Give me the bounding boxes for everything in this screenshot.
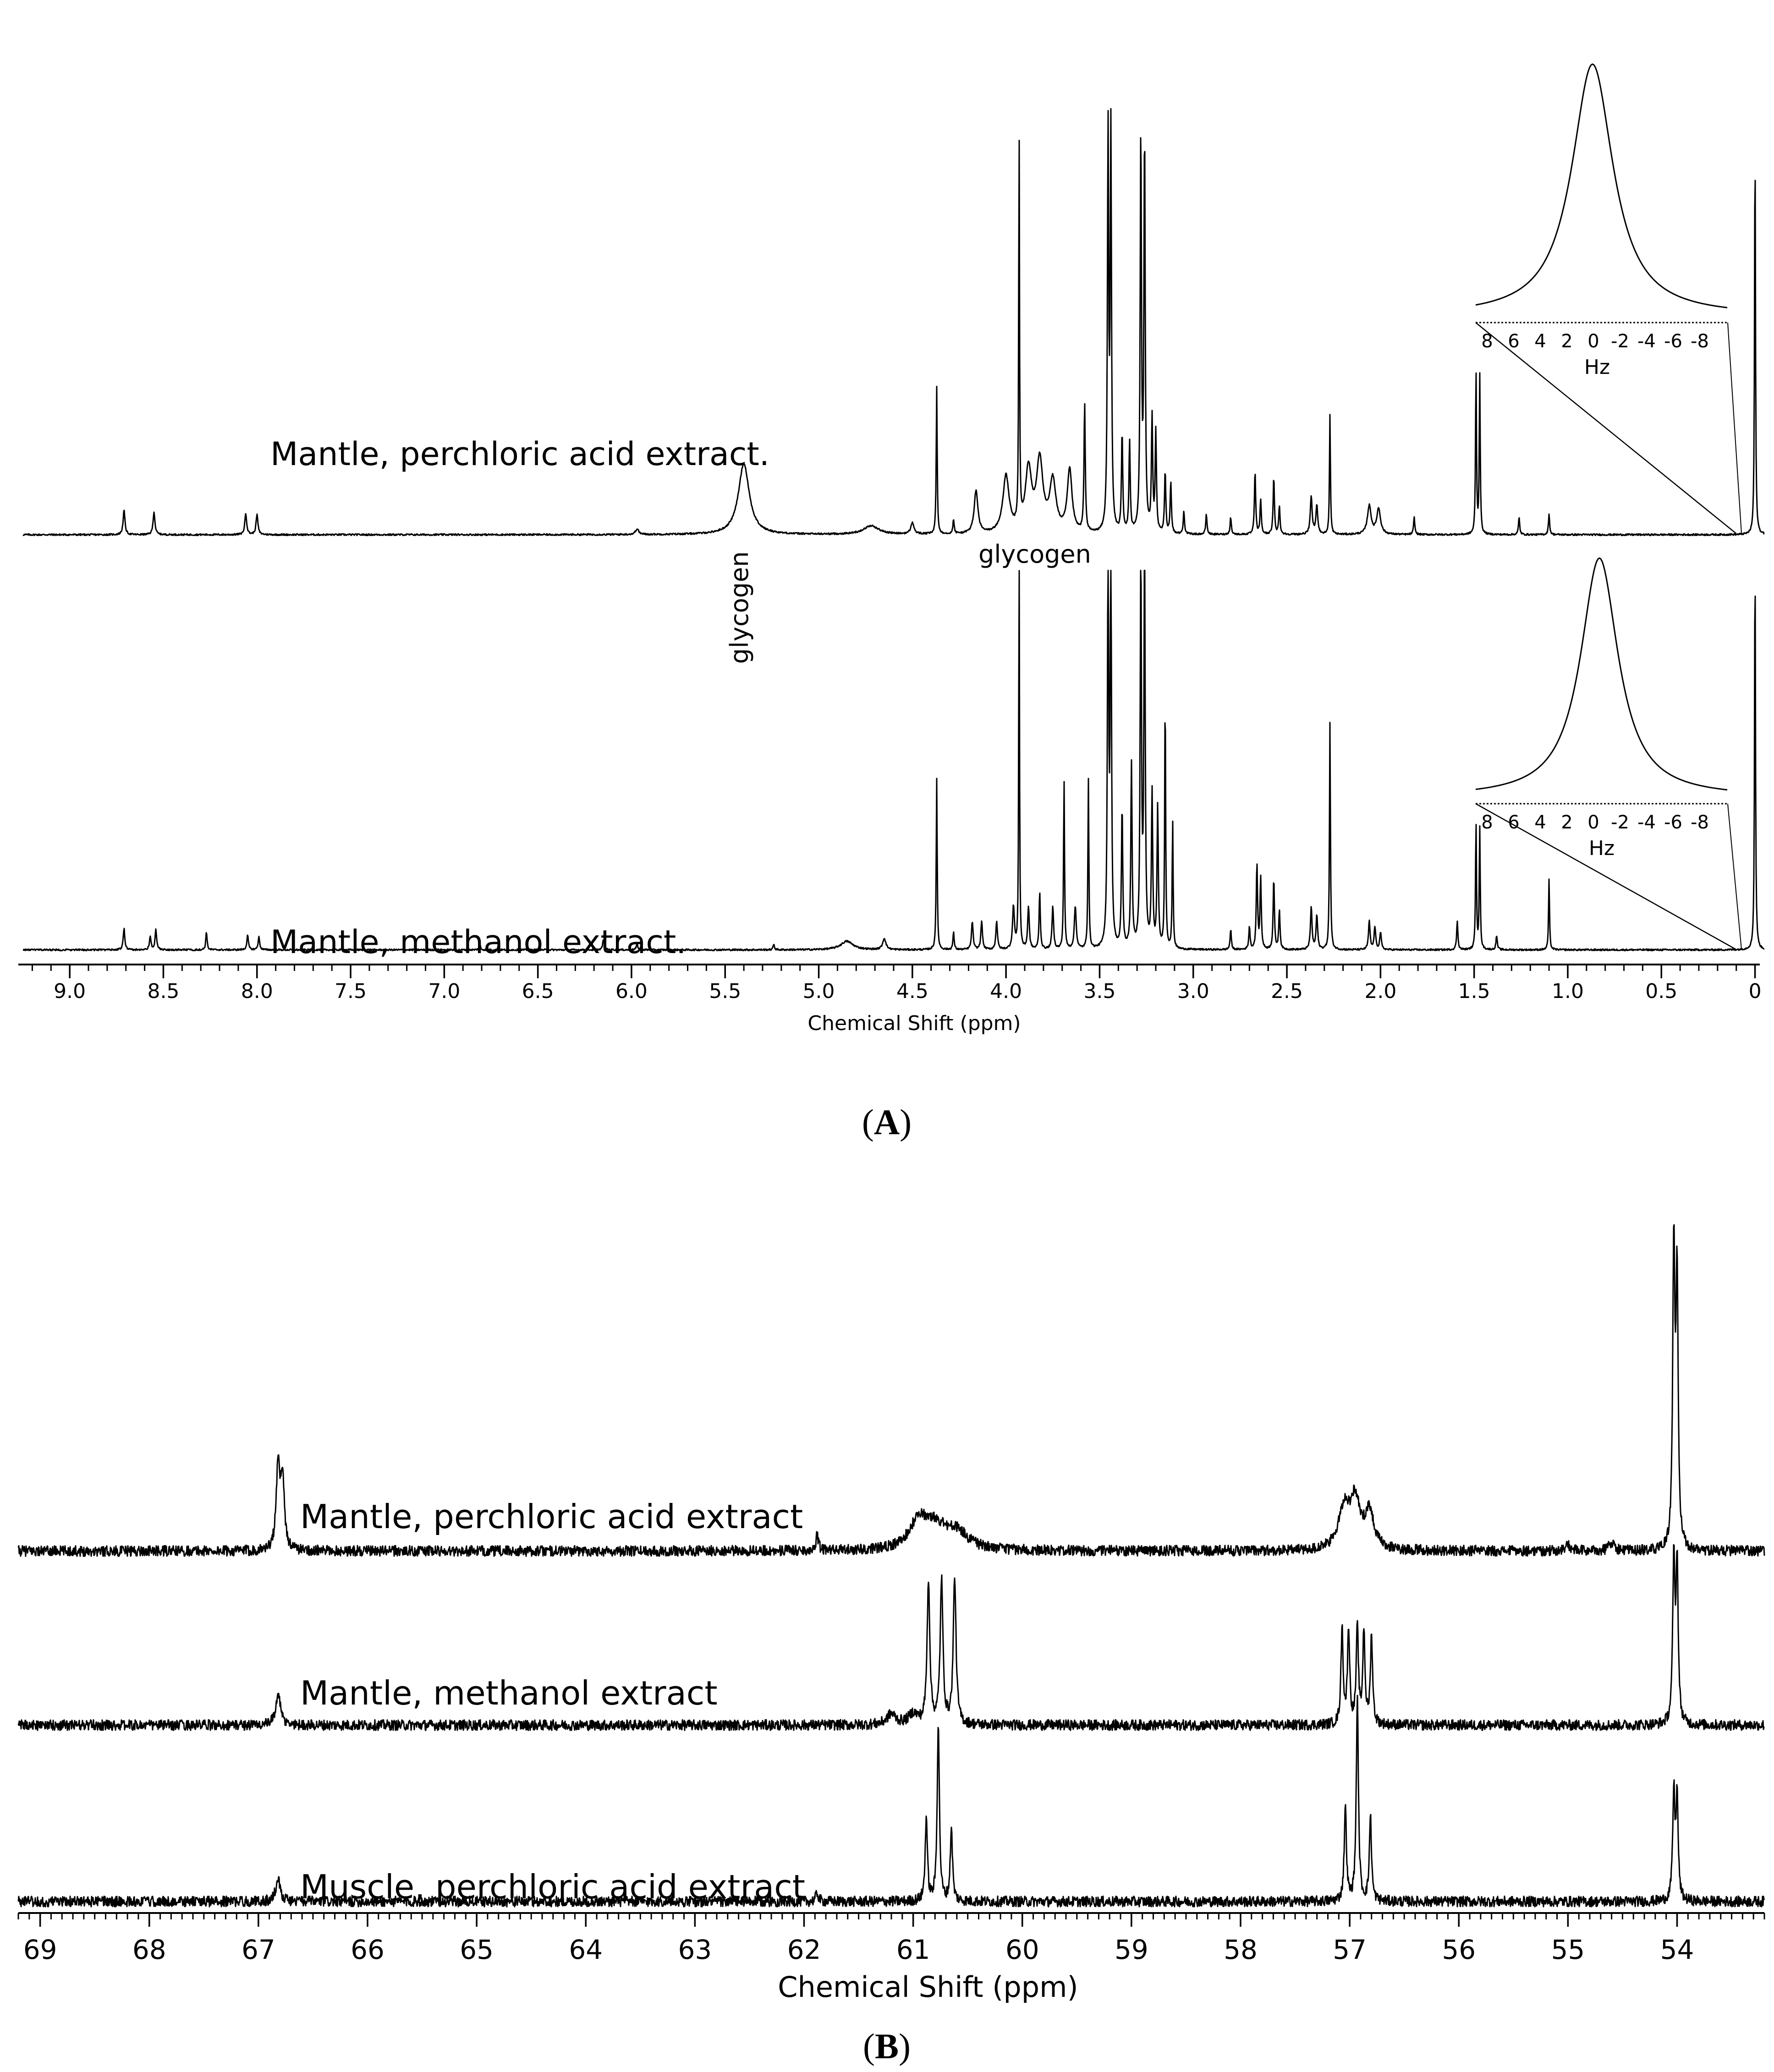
a-tick-label: 9.0	[54, 980, 86, 1003]
a-tick-label: 3.5	[1083, 980, 1115, 1003]
inset-tick-label: -2	[1611, 331, 1629, 352]
x-axis-title-a: Chemical Shift (ppm)	[807, 1012, 1021, 1035]
inset-perchloric: 8 6 4 2 0 -2 -4 -6 -8 Hz	[1475, 63, 1742, 534]
a-tick-label: 8.5	[147, 980, 179, 1003]
a-tick-label: 5.0	[803, 980, 835, 1003]
panel-a-traces	[22, 108, 1765, 952]
a-tick-label: 1.5	[1458, 980, 1490, 1003]
b-tick-label: 68	[132, 1934, 166, 1965]
trace-a-1	[22, 570, 1765, 952]
a-tick-label: 3.0	[1177, 980, 1209, 1003]
a-tick-label: 1.0	[1552, 980, 1584, 1003]
zoom-line-left-perchloric	[1475, 322, 1736, 534]
trace-a-0	[22, 108, 1765, 537]
inset-tick-label: 2	[1561, 812, 1572, 833]
trace-b-2	[17, 1694, 1765, 1908]
x-ticks-b: 69 68 67 66 65 64 63 62 61 60 59 58 57 56 55 54	[17, 1913, 1765, 1965]
b-tick-label: 67	[242, 1934, 275, 1965]
b-tick-label: 63	[678, 1934, 712, 1965]
inset-tick-label: -4	[1637, 812, 1656, 833]
inset-tick-label: 8	[1481, 812, 1493, 833]
panel-b-traces	[17, 1224, 1765, 1908]
series-label-b-mantle-methanol: Mantle, methanol extract	[300, 1674, 718, 1712]
inset-tick-label: 0	[1587, 812, 1599, 833]
inset-tick-label: 0	[1587, 331, 1599, 352]
panel-label-a: (A)	[862, 1102, 912, 1142]
b-tick-label: 65	[460, 1934, 494, 1965]
annotation-glycogen-horizontal: glycogen	[978, 540, 1091, 569]
panel-label-b: (B)	[863, 2026, 911, 2066]
b-tick-label: 66	[351, 1934, 384, 1965]
zoom-line-right-methanol	[1727, 803, 1742, 950]
inset-ticks-perchloric: 8 6 4 2 0 -2 -4 -6 -8	[1481, 331, 1709, 352]
inset-methanol: 8 6 4 2 0 -2 -4 -6 -8 Hz	[1475, 557, 1742, 950]
inset-xlabel-methanol: Hz	[1589, 837, 1615, 860]
b-tick-label: 57	[1333, 1934, 1367, 1965]
b-tick-label: 59	[1115, 1934, 1148, 1965]
inset-lineshape-perchloric	[1475, 63, 1728, 308]
series-label-b-muscle-perchloric: Muscle, perchloric acid extract	[300, 1868, 805, 1906]
a-tick-label: 4.0	[990, 980, 1022, 1003]
inset-tick-label: 6	[1508, 812, 1519, 833]
a-tick-label: 0.5	[1645, 980, 1677, 1003]
annotation-glycogen-vertical: glycogen	[725, 551, 754, 664]
inset-tick-label: -6	[1664, 331, 1682, 352]
x-axis-title-b: Chemical Shift (ppm)	[778, 1970, 1078, 2004]
b-tick-label: 62	[787, 1934, 821, 1965]
inset-tick-label: -8	[1691, 331, 1709, 352]
b-tick-label: 60	[1005, 1934, 1039, 1965]
trace-b-0	[17, 1224, 1765, 1557]
a-tick-label: 2.0	[1364, 980, 1396, 1003]
series-label-a-methanol: Mantle, methanol extract.	[270, 923, 687, 961]
a-tick-label: 7.5	[335, 980, 367, 1003]
inset-tick-label: 2	[1561, 331, 1572, 352]
b-tick-label: 56	[1442, 1934, 1476, 1965]
inset-ticks-methanol: 8 6 4 2 0 -2 -4 -6 -8	[1481, 812, 1709, 833]
b-tick-label: 64	[569, 1934, 603, 1965]
series-label-a-perchloric: Mantle, perchloric acid extract.	[270, 435, 769, 473]
panel-b: Mantle, perchloric acid extract Mantle, …	[17, 1224, 1765, 2066]
a-tick-label: 7.0	[428, 980, 460, 1003]
inset-tick-label: 4	[1534, 812, 1546, 833]
x-ticks-a: 9.0 8.5 8.0 7.5 7.0 6.5 6.0 5.5 5.0 4.5 4.0 3.5 3.0 2…	[31, 965, 1762, 1003]
a-tick-label: 4.5	[896, 980, 928, 1003]
b-tick-label: 55	[1551, 1934, 1585, 1965]
a-tick-label: 6.0	[615, 980, 648, 1003]
inset-tick-label: -4	[1637, 331, 1656, 352]
panel-a: 8 6 4 2 0 -2 -4 -6 -8 Hz 8 6 4 2 0 -2 -4 -6 -8 Hz Mantle…	[18, 63, 1765, 1142]
b-tick-label: 54	[1660, 1934, 1694, 1965]
trace-b-1	[17, 1544, 1765, 1731]
inset-tick-label: -2	[1611, 812, 1629, 833]
a-tick-label: 0	[1749, 980, 1762, 1003]
a-tick-label: 2.5	[1271, 980, 1303, 1003]
inset-tick-label: -6	[1664, 812, 1682, 833]
inset-tick-label: 4	[1534, 331, 1546, 352]
b-tick-label: 61	[896, 1934, 930, 1965]
series-label-b-mantle-perchloric: Mantle, perchloric acid extract	[300, 1497, 803, 1536]
a-tick-label: 6.5	[522, 980, 554, 1003]
inset-tick-label: 8	[1481, 331, 1493, 352]
inset-tick-label: -8	[1691, 812, 1709, 833]
b-tick-label: 69	[23, 1934, 57, 1965]
a-tick-label: 8.0	[241, 980, 273, 1003]
inset-lineshape-methanol	[1475, 557, 1728, 791]
a-tick-label: 5.5	[709, 980, 741, 1003]
zoom-line-left-methanol	[1475, 803, 1736, 950]
b-tick-label: 58	[1224, 1934, 1258, 1965]
zoom-line-right-perchloric	[1727, 322, 1742, 534]
inset-tick-label: 6	[1508, 331, 1519, 352]
inset-xlabel-perchloric: Hz	[1584, 356, 1610, 379]
